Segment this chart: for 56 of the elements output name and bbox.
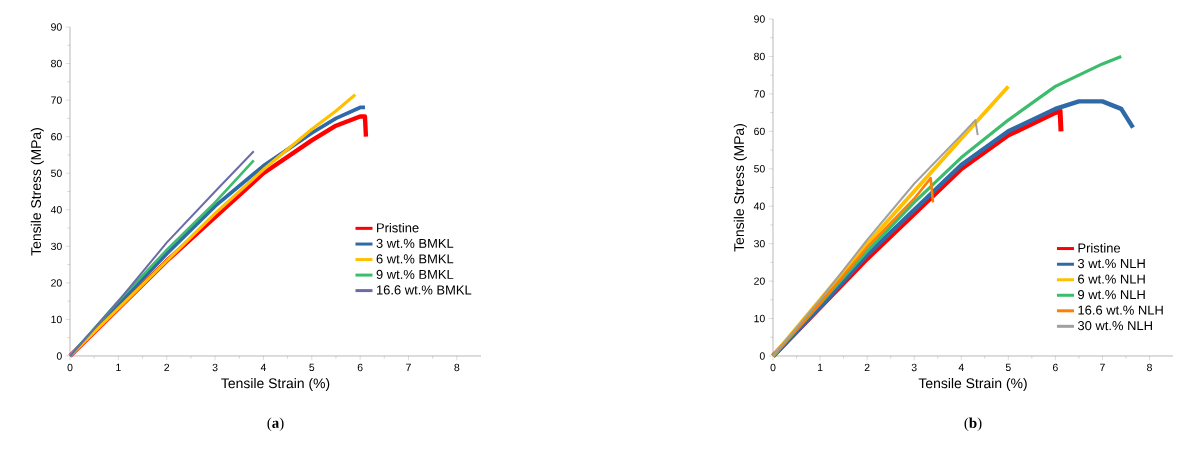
x-axis-title: Tensile Strain (%) xyxy=(221,378,330,391)
x-tick-label: 8 xyxy=(454,363,460,372)
x-tick-label: 7 xyxy=(1100,363,1105,371)
x-tick-label: 0 xyxy=(770,363,776,372)
y-tick-label: 0 xyxy=(56,352,62,360)
x-tick-label: 6 xyxy=(357,363,363,372)
text: (b) xyxy=(964,417,982,432)
y-tick-label: 30 xyxy=(51,242,62,251)
y-tick-label: 80 xyxy=(754,52,765,61)
y-tick-label: 10 xyxy=(51,315,62,324)
y-tick-label: 40 xyxy=(753,202,765,210)
y-tick-label: 90 xyxy=(51,23,62,31)
x-tick-label: 7 xyxy=(406,363,411,371)
y-tick-label: 20 xyxy=(51,279,62,287)
y-tick-label: 70 xyxy=(51,96,62,104)
legend-label: 30 wt.% NLH xyxy=(1077,321,1152,331)
x-tick-label: 3 xyxy=(212,363,218,372)
legend-label: 16.6 wt.% BMKL xyxy=(376,285,472,295)
y-axis-title: Tensile Stress (MPa) xyxy=(30,128,44,256)
y-tick-label: 30 xyxy=(754,239,765,248)
y-tick-label: 20 xyxy=(754,277,765,285)
line-series xyxy=(772,119,979,357)
legend-label: 3 wt.% BMKL xyxy=(376,238,454,248)
x-tick-label: 1 xyxy=(116,363,121,371)
y-tick-label: 60 xyxy=(754,127,765,136)
x-tick-label: 5 xyxy=(1005,363,1011,372)
x-tick-label: 8 xyxy=(1147,363,1152,372)
y-tick-label: 10 xyxy=(754,314,765,323)
x-tick-label: 2 xyxy=(164,363,170,372)
x-tick-label: 5 xyxy=(309,363,315,372)
legend-label: 9 wt.% NLH xyxy=(1078,290,1145,300)
x-tick-label: 1 xyxy=(817,363,823,371)
legend-label: Pristine xyxy=(377,222,419,233)
x-tick-label: 4 xyxy=(260,363,267,371)
y-tick-label: 70 xyxy=(754,90,765,98)
x-tick-label: 4 xyxy=(958,363,964,371)
x-axis-title: Tensile Strain (%) xyxy=(918,378,1027,391)
legend-label: 3 wt.% NLH xyxy=(1077,258,1145,269)
x-tick-label: 0 xyxy=(67,363,73,372)
legend-label: 6 wt.% NLH xyxy=(1078,274,1145,284)
y-tick-label: 90 xyxy=(754,15,765,23)
x-tick-label: 6 xyxy=(1052,363,1058,372)
x-tick-label: 3 xyxy=(911,363,917,372)
y-tick-label: 60 xyxy=(51,132,62,141)
y-tick-label: 50 xyxy=(51,169,62,177)
text: (a) xyxy=(267,417,284,432)
legend-label: 9 wt.% BMKL xyxy=(376,269,454,279)
y-tick-label: 50 xyxy=(754,165,765,173)
legend-label: 6 wt.% BMKL xyxy=(376,254,454,264)
x-tick-label: 2 xyxy=(864,363,870,372)
legend-label: Pristine xyxy=(1078,243,1121,253)
y-tick-label: 40 xyxy=(50,206,62,214)
legend-label: 16.6 wt.% NLH xyxy=(1078,305,1163,315)
y-tick-label: 0 xyxy=(759,352,765,360)
y-tick-label: 80 xyxy=(51,59,62,68)
y-axis-title: Tensile Stress (MPa) xyxy=(733,124,747,252)
